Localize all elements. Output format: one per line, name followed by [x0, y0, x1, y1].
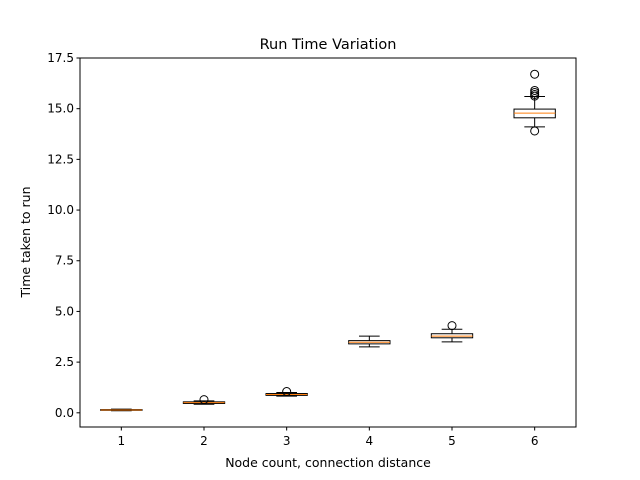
box-group-4	[348, 335, 391, 348]
y-tick-label: 0.0	[55, 406, 74, 420]
box-group-2	[182, 395, 226, 405]
x-tick-label: 6	[531, 434, 539, 448]
y-axis: 0.0 2.5 5.0 7.5 10.0 12.5 15.0 17.5	[47, 51, 80, 420]
box-group-3	[265, 387, 308, 397]
box-group-1	[100, 408, 143, 412]
y-tick-label: 17.5	[47, 51, 74, 65]
y-tick-label: 10.0	[47, 203, 74, 217]
x-tick-label: 4	[366, 434, 374, 448]
box-group-5	[430, 321, 474, 343]
x-axis-label: Node count, connection distance	[225, 455, 431, 470]
x-tick-label: 1	[118, 434, 126, 448]
x-tick-label: 5	[448, 434, 456, 448]
y-tick-label: 12.5	[47, 152, 74, 166]
x-tick-label: 3	[283, 434, 291, 448]
outlier-point	[199, 395, 209, 405]
x-axis: 1 2 3 4 5 6	[118, 427, 539, 448]
outlier-point	[530, 69, 540, 79]
outlier-point	[447, 321, 457, 331]
y-axis-label: Time taken to run	[18, 186, 33, 298]
outlier-point	[530, 85, 540, 95]
plot-layer	[100, 69, 556, 412]
y-tick-label: 2.5	[55, 355, 74, 369]
y-tick-label: 5.0	[55, 304, 74, 318]
x-tick-label: 2	[200, 434, 208, 448]
plot-frame	[79, 57, 577, 428]
outlier-point	[530, 126, 540, 136]
y-tick-label: 7.5	[55, 254, 74, 268]
y-tick-label: 15.0	[47, 102, 74, 116]
chart-title: Run Time Variation	[260, 37, 397, 53]
box-group-6	[513, 69, 556, 136]
outlier-point	[282, 387, 292, 397]
